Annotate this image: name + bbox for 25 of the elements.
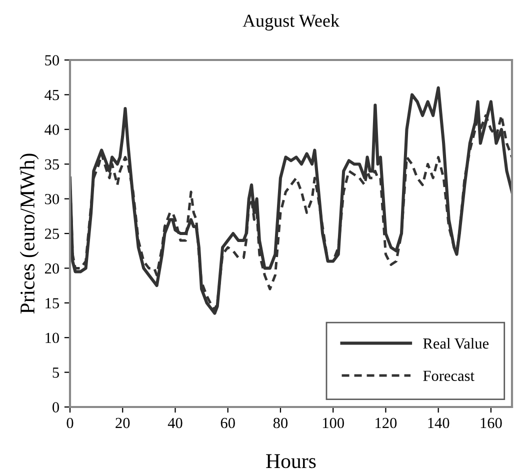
y-tick-label: 15 xyxy=(46,298,59,308)
chart-title: August Week xyxy=(242,14,340,31)
x-tick-label: 40 xyxy=(168,418,182,428)
y-tick-label: 50 xyxy=(45,55,59,66)
y-axis-title: Prices (euro/MWh) xyxy=(20,154,39,314)
x-axis-title: Hours xyxy=(266,454,316,468)
y-tick-label: 5 xyxy=(52,368,59,378)
x-tick-label: 60 xyxy=(220,418,235,428)
x-tick-label: 0 xyxy=(66,418,74,428)
legend-label: Forecast xyxy=(423,370,474,381)
x-tick-label: 20 xyxy=(116,418,130,428)
y-tick-label: 10 xyxy=(46,332,59,344)
y-tick-label: 35 xyxy=(45,159,59,170)
y-tick-label: 0 xyxy=(52,402,59,412)
y-tick-label: 30 xyxy=(45,194,59,204)
y-tick-label: 20 xyxy=(44,263,59,274)
y-tick-label: 40 xyxy=(44,124,59,135)
x-tick-label: 120 xyxy=(376,418,397,428)
y-tick-label: 45 xyxy=(44,90,59,100)
legend-label: Real Value xyxy=(423,338,489,349)
x-tick-label: 140 xyxy=(428,418,450,428)
x-tick-label: 160 xyxy=(480,418,502,428)
y-tick-label: 25 xyxy=(44,228,59,239)
x-tick-label: 100 xyxy=(322,418,344,428)
x-tick-label: 80 xyxy=(273,418,288,428)
